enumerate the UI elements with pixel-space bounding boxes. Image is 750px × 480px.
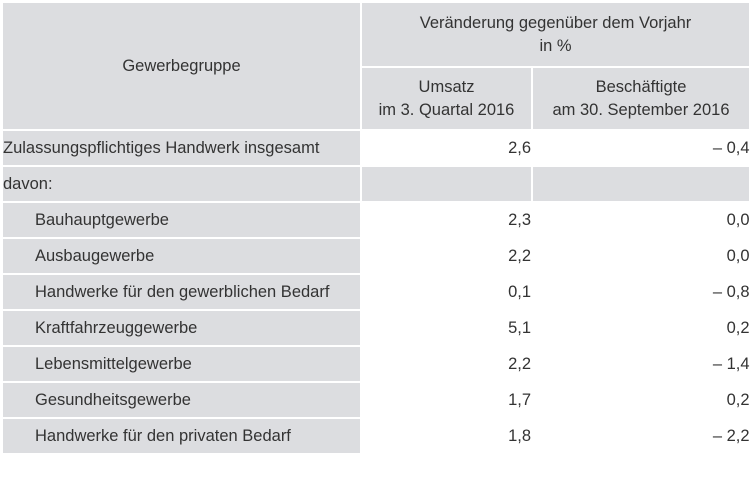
header-change-title-line1: Veränderung gegenüber dem Vorjahr bbox=[419, 14, 692, 33]
row-label-davon: davon: bbox=[1, 165, 362, 203]
cell-beschaeftigte: 0,2 bbox=[530, 309, 750, 347]
table-row: Handwerke für den privaten Bedarf 1,8 – … bbox=[1, 417, 750, 455]
cell-umsatz: 1,7 bbox=[360, 381, 533, 419]
row-label: Handwerke für den gewerblichen Bedarf bbox=[1, 273, 362, 311]
table-row-davon: davon: bbox=[1, 165, 750, 203]
cell-umsatz: 5,1 bbox=[360, 309, 533, 347]
statistics-table: Gewerbegruppe Veränderung gegenüber dem … bbox=[1, 1, 750, 455]
cell-beschaeftigte: – 2,2 bbox=[530, 417, 750, 455]
table-row: Handwerke für den gewerblichen Bedarf 0,… bbox=[1, 273, 750, 311]
header-row-sub: Umsatz im 3. Quartal 2016 Beschäftigte a… bbox=[2, 66, 750, 131]
row-label: Lebensmittelgewerbe bbox=[1, 345, 362, 383]
cell-umsatz: 1,8 bbox=[360, 417, 533, 455]
header-umsatz-line1: Umsatz bbox=[418, 78, 475, 97]
table-row: Kraftfahrzeuggewerbe 5,1 0,2 bbox=[1, 309, 750, 347]
header-beschaeftigte: Beschäftigte am 30. September 2016 bbox=[530, 66, 750, 131]
header-umsatz-line2: im 3. Quartal 2016 bbox=[378, 100, 515, 119]
davon-empty-cell bbox=[530, 165, 750, 203]
table-row: Bauhauptgewerbe 2,3 0,0 bbox=[1, 201, 750, 239]
cell-beschaeftigte-total: – 0,4 bbox=[530, 129, 750, 167]
table-row: Ausbaugewerbe 2,2 0,0 bbox=[1, 237, 750, 275]
cell-umsatz: 2,2 bbox=[360, 345, 533, 383]
table-row-total: Zulassungspflichtiges Handwerk insgesamt… bbox=[1, 129, 750, 167]
table-row: Lebensmittelgewerbe 2,2 – 1,4 bbox=[1, 345, 750, 383]
header-change-title-line2: in % bbox=[539, 36, 572, 55]
row-label-total: Zulassungspflichtiges Handwerk insgesamt bbox=[1, 129, 362, 167]
row-label: Bauhauptgewerbe bbox=[1, 201, 362, 239]
header-row-top: Gewerbegruppe Veränderung gegenüber dem … bbox=[1, 1, 750, 131]
row-label: Kraftfahrzeuggewerbe bbox=[1, 309, 362, 347]
row-label: Gesundheitsgewerbe bbox=[1, 381, 362, 419]
header-beschaeftigte-line1: Beschäftigte bbox=[595, 78, 687, 97]
cell-umsatz: 2,3 bbox=[360, 201, 533, 239]
cell-beschaeftigte: – 1,4 bbox=[530, 345, 750, 383]
header-gewerbegruppe: Gewerbegruppe bbox=[1, 1, 362, 131]
cell-beschaeftigte: 0,0 bbox=[530, 201, 750, 239]
header-beschaeftigte-line2: am 30. September 2016 bbox=[552, 100, 730, 119]
cell-umsatz: 2,2 bbox=[360, 237, 533, 275]
header-umsatz: Umsatz im 3. Quartal 2016 bbox=[360, 66, 533, 131]
table-row: Gesundheitsgewerbe 1,7 0,2 bbox=[1, 381, 750, 419]
row-label: Handwerke für den privaten Bedarf bbox=[1, 417, 362, 455]
header-change-title: Veränderung gegenüber dem Vorjahr in % bbox=[359, 1, 750, 68]
cell-umsatz-total: 2,6 bbox=[360, 129, 533, 167]
cell-beschaeftigte: – 0,8 bbox=[530, 273, 750, 311]
davon-empty-cell bbox=[360, 165, 533, 203]
cell-umsatz: 0,1 bbox=[360, 273, 533, 311]
cell-beschaeftigte: 0,0 bbox=[530, 237, 750, 275]
cell-beschaeftigte: 0,2 bbox=[530, 381, 750, 419]
row-label: Ausbaugewerbe bbox=[1, 237, 362, 275]
